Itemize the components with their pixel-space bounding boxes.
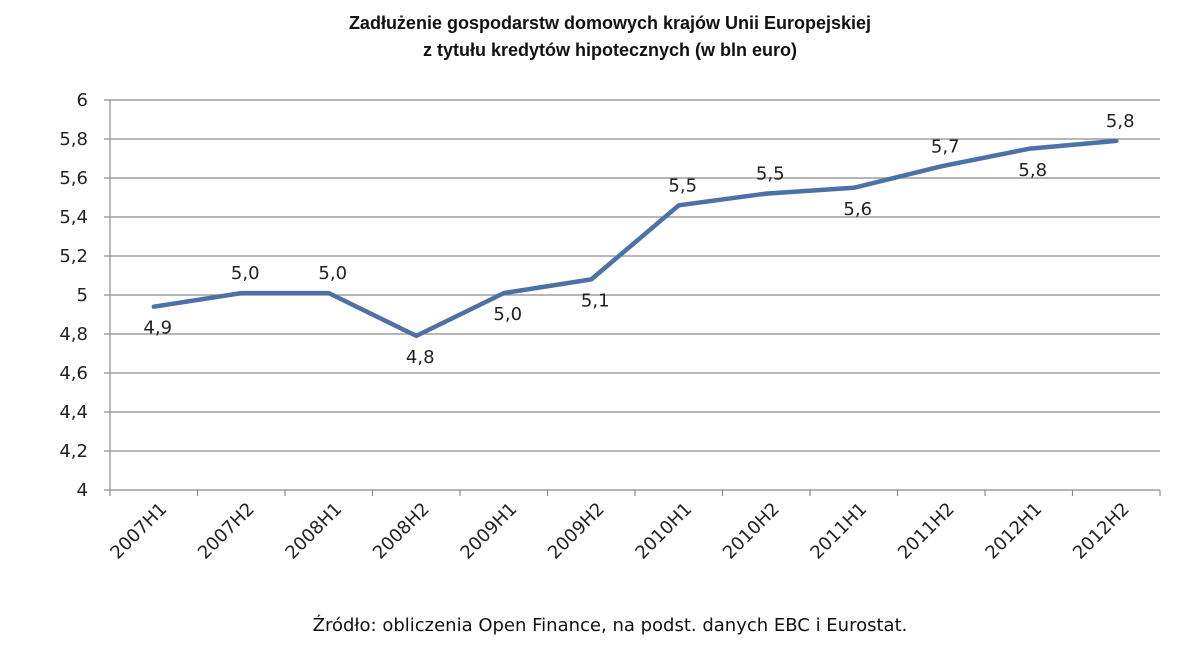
y-tick-label: 4,4 (59, 402, 88, 423)
y-tick-label: 5,6 (59, 168, 88, 189)
y-tick-label: 4,8 (59, 324, 88, 345)
data-label: 5,1 (581, 290, 610, 311)
data-label: 5,6 (843, 199, 872, 220)
data-label: 5,5 (756, 164, 785, 185)
x-tick-label: 2009H1 (456, 499, 521, 564)
y-tick-label: 5 (77, 285, 88, 306)
y-tick-label: 5,4 (59, 207, 88, 228)
x-tick-label: 2008H2 (369, 499, 434, 564)
data-label: 4,8 (406, 347, 435, 368)
x-tick-label: 2007H2 (194, 499, 259, 564)
x-tick-label: 2007H1 (106, 499, 171, 564)
data-label: 5,0 (493, 304, 522, 325)
gridlines (110, 99, 1160, 491)
x-tick-label: 2012H2 (1069, 499, 1134, 564)
data-label: 5,7 (931, 136, 960, 157)
y-tick-label: 6 (77, 90, 88, 111)
data-label: 5,8 (1106, 111, 1135, 132)
x-tick-label: 2010H1 (631, 499, 696, 564)
x-tick-label: 2009H2 (544, 499, 609, 564)
chart-title: Zadłużenie gospodarstw domowych krajów U… (0, 10, 1200, 64)
x-tick-label: 2008H1 (281, 499, 346, 564)
y-tick-label: 4,2 (59, 441, 88, 462)
series (151, 138, 1119, 339)
chart-title-line1: Zadłużenie gospodarstw domowych krajów U… (348, 13, 872, 33)
data-label: 5,0 (318, 263, 347, 284)
data-label: 5,5 (668, 175, 697, 196)
data-labels: 4,9 5,0 5,0 4,8 5,0 5,1 5,5 5,5 5,6 5,7 5,8 5,8 (143, 111, 1134, 368)
data-label: 5,0 (231, 263, 260, 284)
series-line (151, 138, 1119, 339)
source-note: Źródło: obliczenia Open Finance, na pods… (312, 615, 908, 636)
y-tick-label: 5,2 (59, 246, 88, 267)
x-tick-label: 2011H2 (894, 499, 959, 564)
x-tick-label: 2010H2 (719, 499, 784, 564)
y-tick-label: 5,8 (59, 129, 88, 150)
x-tick-label: 2011H1 (806, 499, 871, 564)
y-tick-labels: 4 4,2 4,4 4,6 4,8 5 5,2 5,4 5,6 5,8 6 (59, 90, 88, 501)
chart-title-line2: z tytułu kredytów hipotecznych (w bln eu… (422, 40, 798, 60)
y-tick-label: 4,6 (59, 363, 88, 384)
x-tick-labels: 2007H1 2007H2 2008H1 2008H2 2009H1 2009H2 2010… (106, 499, 1133, 564)
data-label: 5,8 (1018, 160, 1047, 181)
x-tick-label: 2012H1 (981, 499, 1046, 564)
data-label: 4,9 (143, 318, 172, 339)
axes (104, 99, 1161, 496)
y-tick-label: 4 (77, 480, 88, 501)
